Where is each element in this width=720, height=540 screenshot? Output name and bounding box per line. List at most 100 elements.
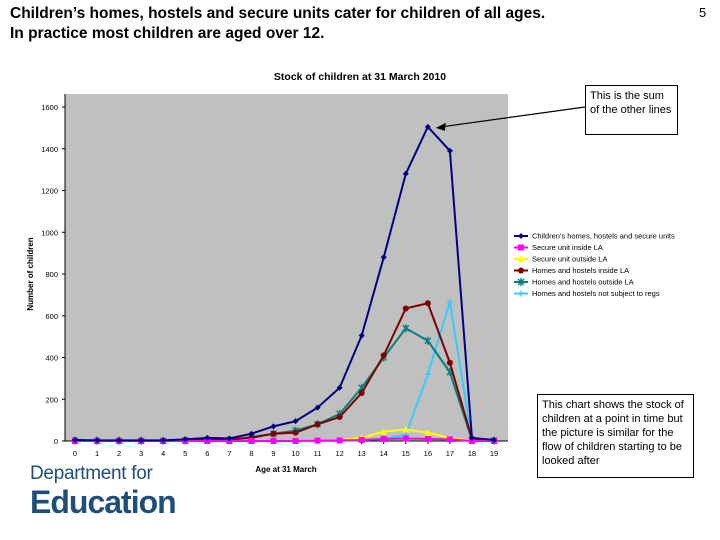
data-point — [446, 359, 453, 366]
data-point — [380, 435, 387, 442]
x-tick-label: 11 — [314, 449, 322, 458]
data-point — [424, 435, 431, 442]
x-tick-label: 18 — [468, 449, 476, 458]
data-point — [292, 418, 299, 425]
data-point — [292, 438, 299, 444]
plot-area — [65, 94, 508, 441]
slide-title-line1: Children’s homes, hostels and secure uni… — [10, 5, 546, 22]
slide-title: Children’s homes, hostels and secure uni… — [10, 4, 670, 44]
legend-label: Children's homes, hostels and secure uni… — [532, 232, 675, 241]
data-point — [424, 371, 431, 378]
page-number: 5 — [699, 5, 707, 20]
chart-title: Stock of children at 31 March 2010 — [274, 71, 446, 83]
data-point — [424, 300, 431, 307]
slide-title-line2: In practice most children are aged over … — [10, 25, 325, 42]
data-point — [336, 384, 343, 391]
data-point — [491, 436, 497, 443]
x-tick-label: 10 — [291, 449, 299, 458]
x-tick-label: 17 — [446, 449, 454, 458]
x-tick-label: 15 — [402, 449, 410, 458]
series-0 — [72, 123, 497, 444]
legend-label: Secure unit outside LA — [532, 255, 607, 264]
data-point — [314, 437, 321, 444]
y-tick-label: 0 — [54, 437, 58, 446]
data-point — [336, 437, 343, 444]
legend-label: Homes and hostels not subject to regs — [532, 289, 660, 298]
y-tick-label: 800 — [45, 270, 58, 279]
callout-sum-note: This is the sum of the other lines — [585, 85, 678, 135]
x-tick-label: 8 — [249, 449, 253, 458]
x-tick-label: 5 — [183, 449, 187, 458]
data-point — [380, 254, 387, 261]
x-tick-label: 6 — [205, 449, 209, 458]
data-point — [292, 429, 299, 436]
data-point — [380, 428, 388, 435]
x-tick-label: 2 — [117, 449, 121, 458]
legend-marker — [518, 267, 524, 274]
data-point — [270, 438, 277, 444]
series-line-0 — [74, 125, 495, 442]
legend-marker — [518, 233, 524, 239]
data-point — [358, 332, 365, 339]
data-point — [72, 436, 78, 443]
data-point — [468, 434, 475, 441]
data-point — [468, 438, 475, 444]
legend-marker — [518, 290, 524, 297]
data-point — [402, 435, 409, 442]
x-tick-label: 9 — [271, 449, 275, 458]
data-point — [138, 437, 145, 444]
data-point — [380, 352, 387, 359]
data-point — [424, 429, 432, 436]
data-point — [204, 434, 211, 441]
x-tick-label: 4 — [161, 449, 165, 458]
logo-line2: Education — [30, 484, 177, 520]
legend-box — [510, 228, 704, 312]
data-point — [402, 426, 410, 433]
data-point — [160, 437, 167, 444]
legend-label: Homes and hostels inside LA — [532, 266, 629, 275]
data-point — [270, 423, 277, 430]
y-tick-label: 1600 — [41, 103, 58, 112]
data-point — [116, 437, 123, 444]
y-axis-label: Number of children — [26, 237, 35, 310]
data-point — [358, 436, 365, 443]
callout-arrow-head — [435, 122, 446, 131]
data-point — [94, 437, 101, 444]
data-point — [446, 147, 453, 154]
legend-label: Secure unit inside LA — [532, 243, 603, 252]
x-tick-label: 7 — [227, 449, 231, 458]
data-point — [226, 435, 233, 442]
y-tick-label: 1400 — [41, 145, 58, 154]
x-tick-label: 14 — [380, 449, 388, 458]
x-tick-label: 16 — [424, 449, 432, 458]
x-tick-label: 12 — [335, 449, 343, 458]
data-point — [424, 336, 432, 345]
data-point — [446, 436, 453, 443]
x-axis-label: Age at 31 March — [255, 465, 316, 474]
data-point — [182, 436, 189, 443]
data-point — [402, 324, 410, 333]
data-point — [402, 170, 409, 177]
legend-marker — [517, 278, 525, 286]
data-point — [402, 305, 409, 312]
callout-arrow-line — [441, 106, 586, 128]
y-tick-label: 200 — [45, 395, 58, 404]
data-point — [314, 421, 321, 428]
callout-stock-note: This chart shows the stock of children a… — [537, 394, 694, 478]
dfe-logo: Department for Education — [30, 463, 177, 520]
data-point — [270, 430, 277, 437]
data-point — [314, 404, 321, 411]
legend-marker — [518, 244, 524, 251]
y-tick-label: 600 — [45, 312, 58, 321]
x-tick-label: 3 — [139, 449, 143, 458]
y-tick-label: 1000 — [41, 228, 58, 237]
data-point — [358, 389, 365, 396]
x-tick-label: 0 — [73, 449, 77, 458]
data-point — [446, 299, 453, 306]
legend-marker — [517, 255, 525, 262]
x-tick-label: 1 — [95, 449, 99, 458]
x-tick-label: 13 — [358, 449, 366, 458]
data-point — [248, 430, 255, 437]
data-point — [204, 438, 211, 444]
